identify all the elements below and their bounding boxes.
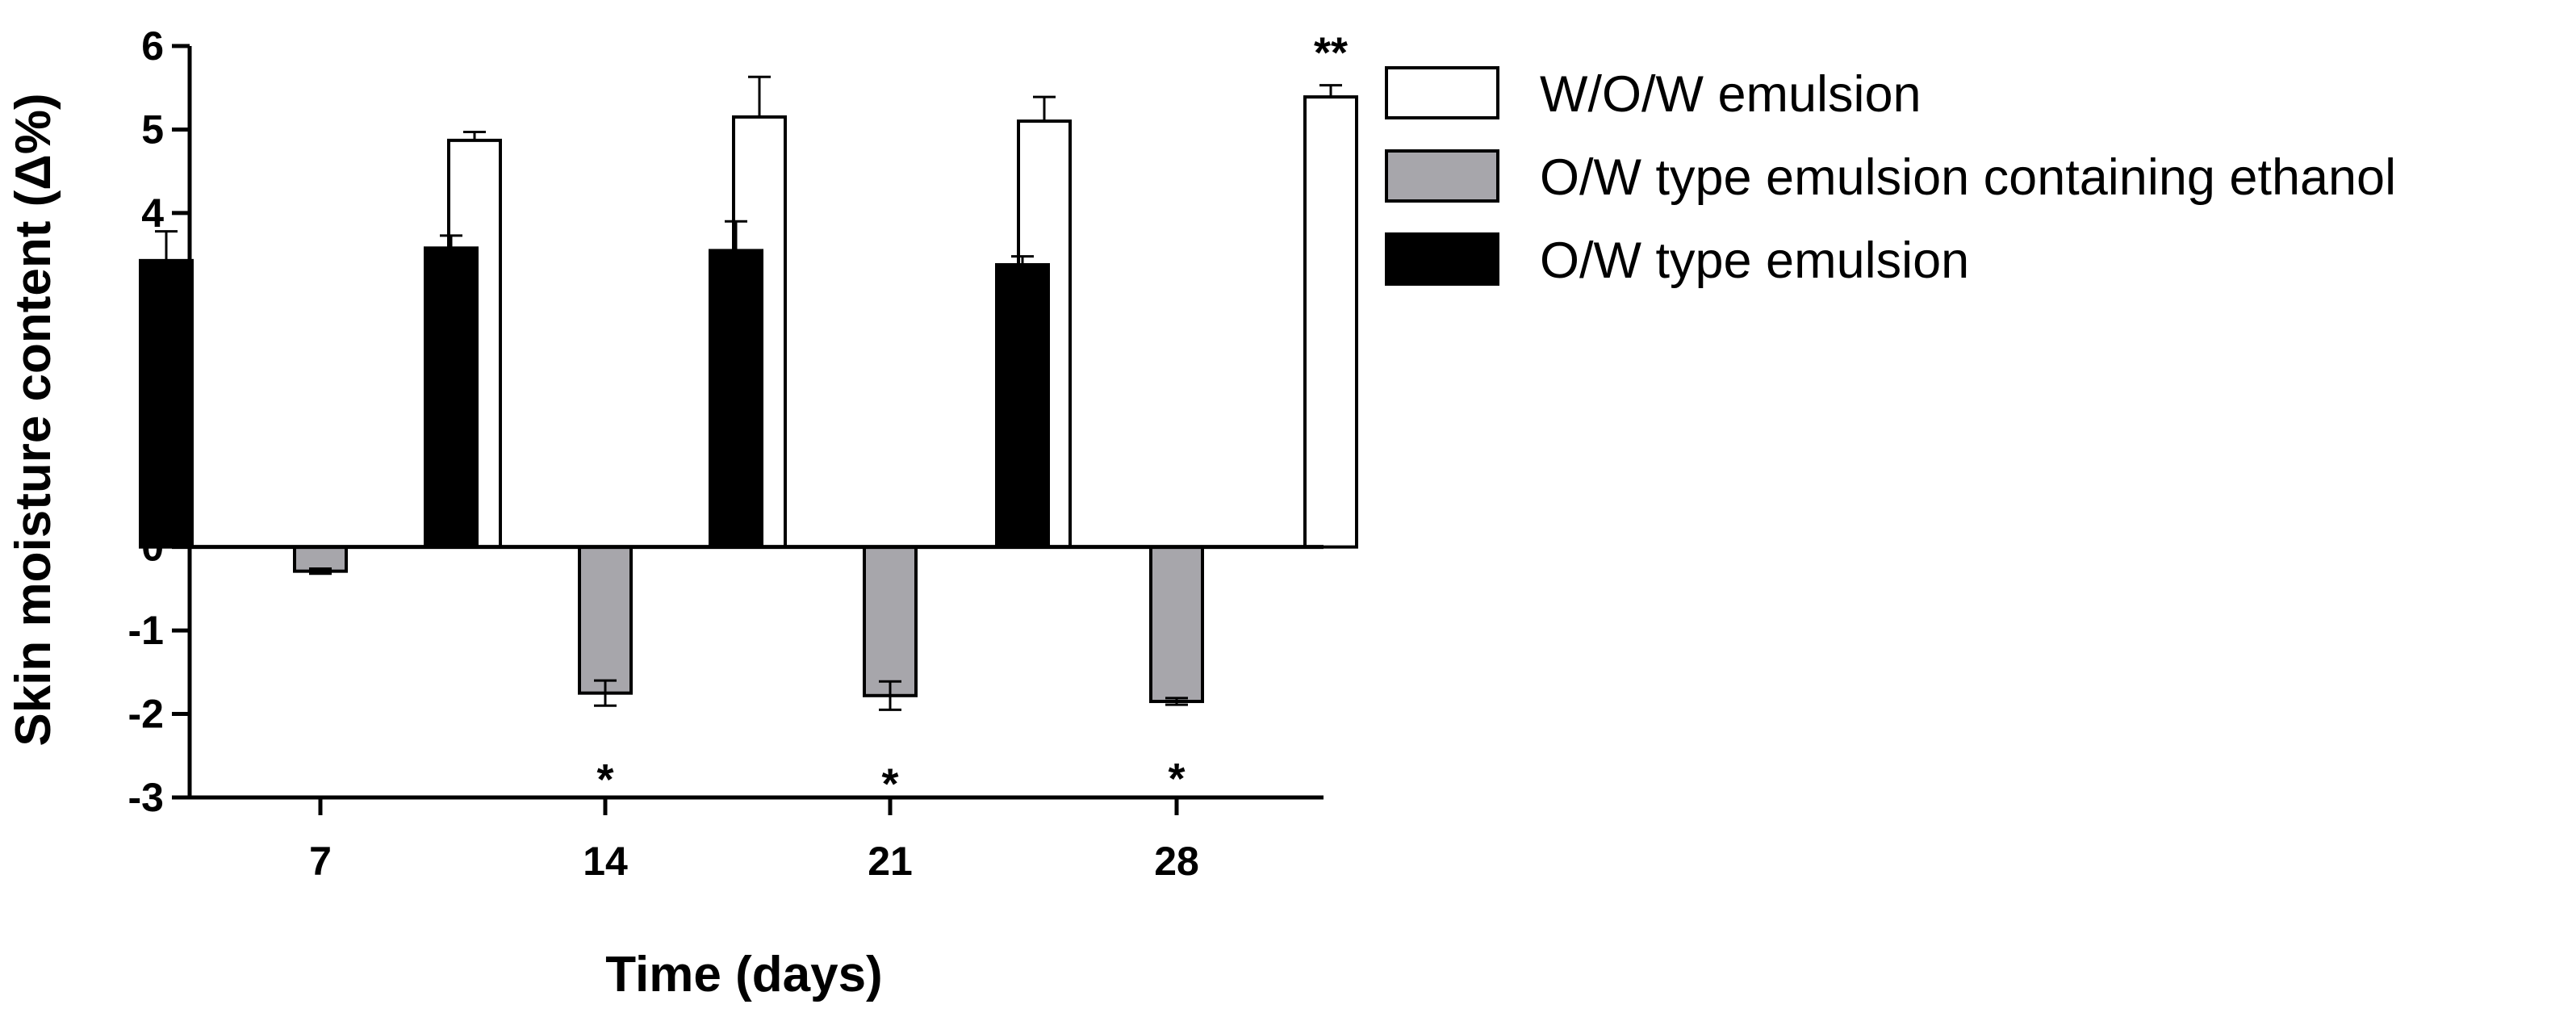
error-bar-o-w-type-emulsion-containing-ethanol-day-21 (879, 680, 901, 711)
x-tick-label: 14 (583, 839, 628, 884)
plot-area: * * *** (139, 29, 1358, 808)
y-tick-label: 0 (141, 525, 164, 570)
y-tick-label: -2 (128, 692, 164, 737)
bar-o-w-type-emulsion-day-14 (424, 246, 479, 549)
y-tick-label: -1 (128, 608, 164, 653)
legend-item: O/W type emulsion containing ethanol (1385, 149, 2396, 206)
y-tick-label: 2 (141, 358, 164, 403)
error-bar-o-w-type-emulsion-containing-ethanol-day-28 (1165, 697, 1188, 706)
error-bar-o-w-type-emulsion-day-14 (440, 234, 462, 249)
bar-o-w-type-emulsion-containing-ethanol-day-28 (1149, 545, 1204, 704)
legend-swatch (1385, 232, 1499, 286)
x-tick-label: 7 (309, 839, 332, 884)
error-bar-w-o-w-emulsion-day-28 (1319, 84, 1342, 98)
error-bar-w-o-w-emulsion-day-21 (1033, 95, 1056, 122)
significance-marker: * (1168, 755, 1185, 803)
y-tick-label: 1 (141, 441, 164, 486)
legend-item: O/W type emulsion (1385, 232, 1969, 289)
legend: W/O/W emulsion O/W type emulsion containi… (1385, 66, 2396, 289)
error-bar-w-o-w-emulsion-day-7 (463, 131, 486, 140)
x-axis-title: Time (days) (605, 947, 882, 1002)
legend-label: W/O/W emulsion (1540, 66, 1922, 123)
error-bar-o-w-type-emulsion-day-21 (725, 220, 747, 251)
legend-label: O/W type emulsion (1540, 232, 1969, 289)
error-bar-o-w-type-emulsion-containing-ethanol-day-7 (309, 567, 332, 575)
error-bar-o-w-type-emulsion-day-28 (1011, 255, 1034, 266)
y-tick-label: 6 (141, 23, 164, 69)
bar-o-w-type-emulsion-containing-ethanol-day-14 (578, 545, 633, 695)
x-tick-label: 21 (868, 839, 913, 884)
legend-swatch (1385, 66, 1499, 119)
error-bar-o-w-type-emulsion-day-7 (155, 230, 178, 261)
significance-marker: ** (1314, 29, 1348, 77)
error-bar-o-w-type-emulsion-containing-ethanol-day-14 (594, 679, 617, 707)
bar-w-o-w-emulsion-day-28 (1303, 95, 1358, 549)
y-axis-title: Skin moisture content (Δ%) (6, 93, 61, 746)
legend-swatch (1385, 149, 1499, 203)
bar-o-w-type-emulsion-day-7 (139, 258, 194, 549)
y-tick-label: 3 (141, 274, 164, 319)
x-tick-label: 28 (1154, 839, 1199, 884)
error-bar-w-o-w-emulsion-day-14 (748, 75, 771, 117)
significance-marker: * (596, 755, 613, 804)
y-tick-label: 5 (141, 107, 164, 152)
legend-item: W/O/W emulsion (1385, 66, 1922, 123)
bar-o-w-type-emulsion-containing-ethanol-day-21 (863, 545, 918, 697)
bar-o-w-type-emulsion-day-21 (709, 249, 763, 549)
y-tick-label: 4 (141, 190, 164, 236)
y-tick-label: -3 (128, 775, 164, 820)
bar-o-w-type-emulsion-day-28 (995, 263, 1050, 549)
axes: -3 -2 -1 0 1 2 3 4 5 6 7 14 21 28 (128, 23, 1324, 884)
legend-label: O/W type emulsion containing ethanol (1540, 149, 2396, 206)
